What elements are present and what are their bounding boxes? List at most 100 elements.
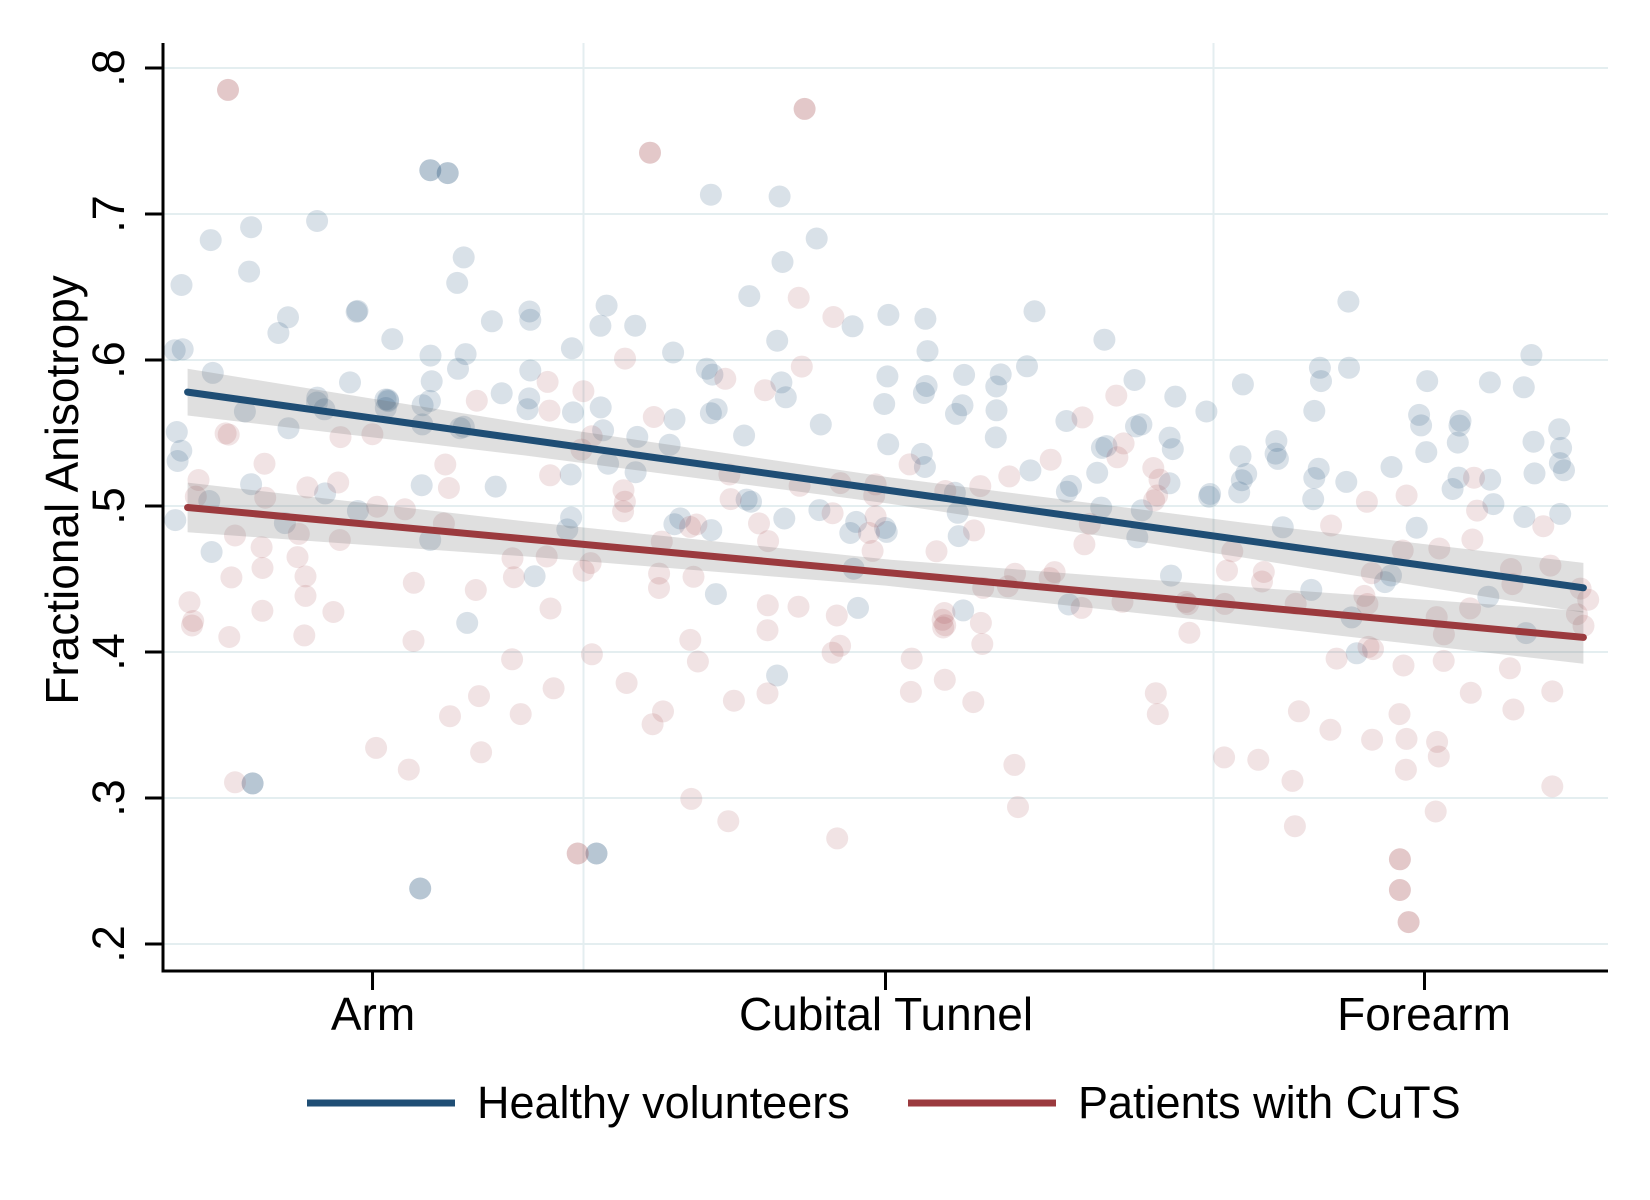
scatter-point <box>501 648 524 671</box>
scatter-point <box>787 286 810 309</box>
scatter-point <box>947 525 970 548</box>
scatter-point <box>374 388 397 411</box>
scatter-point <box>899 680 922 703</box>
scatter-point <box>650 530 673 553</box>
scatter-point <box>250 536 273 559</box>
scatter-point <box>393 498 416 521</box>
scatter-point <box>1513 506 1536 528</box>
scatter-point <box>465 389 488 412</box>
scatter-point <box>1539 554 1562 577</box>
scatter-point <box>224 771 246 794</box>
scatter-point <box>411 394 434 417</box>
scatter-point <box>402 571 425 594</box>
scatter-point <box>1426 730 1449 753</box>
scatter-point <box>1466 499 1489 522</box>
scatter-point <box>1198 485 1221 508</box>
scatter-point <box>470 741 493 764</box>
scatter-point <box>377 388 399 411</box>
scatter-point <box>1479 468 1502 491</box>
scatter-point <box>998 465 1021 488</box>
scatter-point <box>717 810 740 833</box>
scatter-point <box>464 579 487 601</box>
scatter-point <box>217 423 240 446</box>
scatter-point <box>913 456 936 478</box>
scatter-point <box>293 624 316 647</box>
scatter-point <box>925 540 948 563</box>
scatter-point <box>1039 448 1062 471</box>
scatter-point <box>277 306 299 329</box>
scatter-point <box>182 610 205 632</box>
scatter-point <box>165 421 188 443</box>
scatter-point <box>296 476 319 499</box>
scatter-point <box>1523 462 1546 485</box>
scatter-point <box>1130 413 1153 436</box>
scatter-point <box>773 507 796 530</box>
scatter-point <box>695 357 718 380</box>
scatter-point <box>1125 415 1147 438</box>
scatter-point <box>951 394 974 417</box>
scatter-point <box>240 473 263 496</box>
scatter-point <box>1158 472 1181 495</box>
scatter-point <box>933 602 956 624</box>
scatter-point <box>876 365 899 388</box>
gridlines <box>163 43 1608 971</box>
scatter-point <box>858 521 880 544</box>
scatter-point <box>1251 570 1273 593</box>
scatter-point <box>1356 593 1379 615</box>
scatter-point <box>434 453 457 476</box>
scatter-point <box>914 307 937 330</box>
scatter-point <box>910 442 933 465</box>
scatter-point <box>447 357 469 380</box>
scatter-point <box>468 685 490 708</box>
scatter-point-outlier <box>217 78 239 101</box>
scatter-point <box>490 382 513 405</box>
scatter-point <box>735 488 758 511</box>
scatter-point <box>1565 603 1588 626</box>
scatter-point <box>1161 438 1184 461</box>
scatter-point <box>456 611 479 634</box>
scatter-point <box>327 471 350 494</box>
scatter-point <box>839 522 862 544</box>
scatter-point <box>1361 728 1384 751</box>
scatter-point <box>562 401 584 424</box>
scatter-point <box>1392 654 1415 677</box>
scatter-point <box>560 506 583 529</box>
scatter-point <box>366 495 389 518</box>
scatter-point <box>934 614 957 637</box>
scatter-point <box>437 477 460 499</box>
scatter-point <box>825 604 848 627</box>
scatter-point <box>519 359 542 382</box>
scatter-point <box>287 522 310 545</box>
scatter-point <box>1335 470 1358 493</box>
scatter-point <box>452 246 475 269</box>
y-tick-label: .8 <box>83 49 134 87</box>
scatter-point <box>1395 727 1418 750</box>
scatter-point <box>439 705 461 728</box>
scatter-point <box>1447 466 1470 489</box>
scatter-point <box>1265 430 1288 452</box>
scatter-point <box>1090 496 1113 519</box>
scatter-point <box>1448 414 1471 437</box>
scatter-point <box>1459 597 1482 620</box>
scatter-point <box>787 595 810 618</box>
scatter-point <box>1266 447 1289 470</box>
scatter-point <box>480 310 503 333</box>
scatter-point-outlier <box>241 772 264 795</box>
scatter-point <box>985 399 1008 422</box>
scatter-point <box>615 672 638 694</box>
scatter-point <box>1360 562 1383 585</box>
scatter-point <box>397 758 420 781</box>
scatter-point <box>454 343 477 366</box>
scatter-point <box>748 512 770 535</box>
scatter-point <box>1073 533 1096 556</box>
scatter-point <box>1213 746 1236 769</box>
scatter-point-outlier <box>1397 911 1420 934</box>
scatter-point <box>1055 410 1078 432</box>
scatter-point <box>377 390 400 413</box>
scatter-point <box>1416 370 1439 393</box>
scatter-point <box>542 677 565 700</box>
scatter-point <box>1148 468 1171 491</box>
scatter-point <box>178 591 201 614</box>
